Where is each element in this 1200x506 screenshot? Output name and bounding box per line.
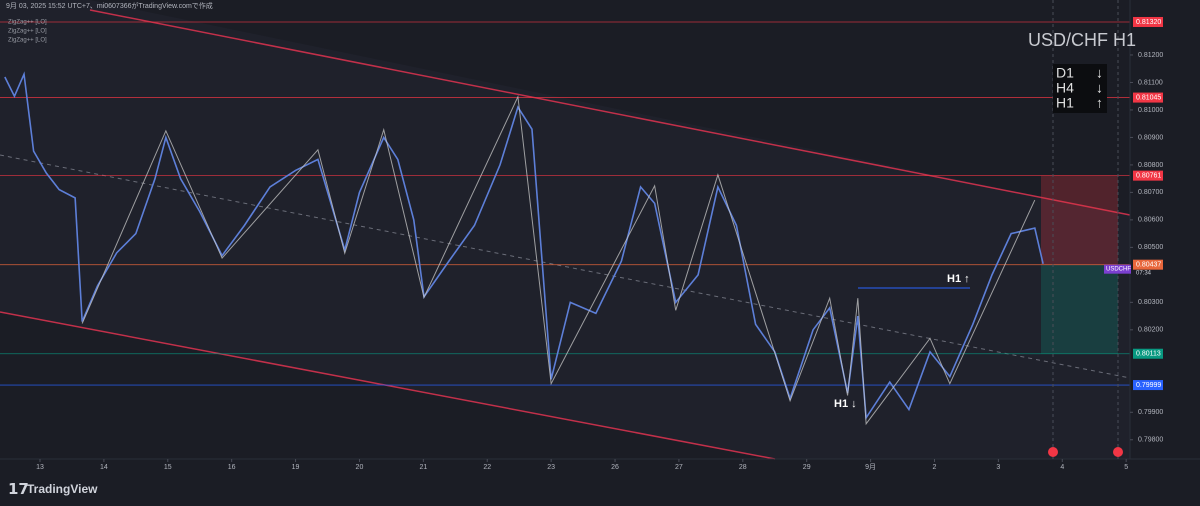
- y-tick-label: 0.80500: [1138, 244, 1163, 251]
- trend-arrow: ↓: [1096, 65, 1103, 81]
- x-tick-label: 19: [292, 464, 300, 471]
- indicator-label: ZigZag++ [LO]: [8, 29, 47, 35]
- x-tick-label: 4: [1060, 464, 1064, 471]
- price-label-box: [1133, 259, 1163, 270]
- trend-arrow: ↓: [1096, 80, 1103, 96]
- x-tick-label: 5: [1124, 464, 1128, 471]
- indicator-label: ZigZag++ [LO]: [8, 20, 47, 26]
- y-tick-label: 0.80700: [1138, 189, 1163, 196]
- x-tick-label: 29: [803, 464, 811, 471]
- price-label-box: [1133, 92, 1163, 103]
- annotation: H1 ↑: [947, 273, 970, 285]
- trend-arrow: ↑: [1096, 95, 1103, 111]
- trend-label: H1: [1056, 95, 1074, 111]
- x-tick-label: 20: [356, 464, 364, 471]
- price-label: 0.79999: [1136, 382, 1161, 389]
- price-label-box: [1133, 170, 1163, 181]
- countdown: 07:34: [1136, 270, 1152, 276]
- symbol-box: [1104, 264, 1131, 274]
- y-tick-label: 0.81100: [1138, 79, 1163, 86]
- y-tick-label: 0.80800: [1138, 162, 1163, 169]
- x-tick-label: 21: [419, 464, 427, 471]
- price-label: 0.81045: [1136, 94, 1161, 101]
- indicator-label: ZigZag++ [LO]: [8, 38, 47, 44]
- y-tick-label: 0.79900: [1138, 409, 1163, 416]
- target-zone: [1041, 264, 1118, 354]
- x-tick-label: 9月: [865, 463, 876, 471]
- zigzag: [81, 94, 1036, 426]
- chart-title: USD/CHF H1: [1028, 30, 1136, 50]
- price-label: 0.81320: [1136, 19, 1161, 26]
- x-tick-label: 16: [228, 464, 236, 471]
- channel-upper: [89, 9, 1131, 216]
- trend-box: [1053, 64, 1107, 113]
- y-tick-label: 0.80900: [1138, 134, 1163, 141]
- x-tick-label: 2: [933, 464, 937, 471]
- y-tick-label: 0.80200: [1138, 327, 1163, 334]
- symbol-label: USDCHF: [1106, 266, 1131, 272]
- watermark: 9月 03, 2025 15:52 UTC+7、mi0607366がTradin…: [6, 1, 213, 10]
- y-tick-label: 0.80300: [1138, 299, 1163, 306]
- annotation: H1 ↓: [834, 398, 857, 410]
- y-tick-label: 0.81000: [1138, 107, 1163, 114]
- price-label-box: [1133, 348, 1163, 359]
- price-label: 0.80437: [1136, 262, 1161, 269]
- x-tick-label: 3: [996, 464, 1000, 471]
- channel-lower: [0, 311, 776, 460]
- y-tick-label: 0.81200: [1138, 52, 1163, 59]
- x-tick-label: 22: [483, 464, 491, 471]
- price-label: 0.80761: [1136, 172, 1161, 179]
- logo-mark: 𝟭𝟳: [8, 481, 29, 498]
- x-tick-label: 26: [611, 464, 619, 471]
- price-label-box: [1133, 380, 1163, 391]
- x-tick-label: 14: [100, 464, 108, 471]
- x-tick-label: 28: [739, 464, 747, 471]
- x-tick-label: 23: [547, 464, 555, 471]
- x-tick-label: 15: [164, 464, 172, 471]
- event-icon[interactable]: [1048, 447, 1058, 457]
- stop-zone: [1041, 175, 1118, 265]
- y-tick-label: 0.79800: [1138, 437, 1163, 444]
- y-tick-label: 0.80600: [1138, 217, 1163, 224]
- event-icon[interactable]: [1113, 447, 1123, 457]
- brand: TradingView: [27, 482, 98, 496]
- x-tick-label: 27: [675, 464, 683, 471]
- channel-fill: [0, 0, 1130, 459]
- trend-label: H4: [1056, 80, 1074, 96]
- trend-label: D1: [1056, 65, 1074, 81]
- price-label-box: [1133, 16, 1163, 27]
- price-label: 0.80113: [1136, 351, 1161, 358]
- x-tick-label: 13: [36, 464, 44, 471]
